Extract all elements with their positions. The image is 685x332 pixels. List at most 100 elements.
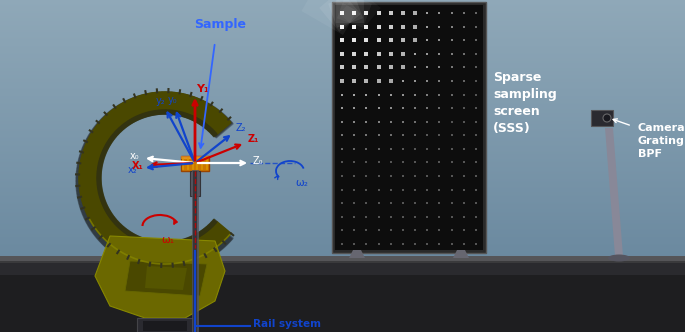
Polygon shape [147,94,152,116]
Polygon shape [213,219,217,222]
Polygon shape [169,242,170,246]
Polygon shape [203,107,216,126]
Polygon shape [82,196,100,202]
Bar [0,297,685,298]
Bar [0,259,685,260]
Polygon shape [201,236,215,256]
Polygon shape [114,220,117,223]
Polygon shape [177,94,183,115]
Polygon shape [116,234,127,250]
Bar [0,92,685,93]
Polygon shape [112,218,116,221]
Polygon shape [453,250,469,258]
Bar [0,116,685,117]
Polygon shape [112,108,126,127]
Polygon shape [179,112,181,116]
Polygon shape [160,242,161,246]
Polygon shape [123,237,132,253]
Polygon shape [145,113,147,117]
Polygon shape [94,128,110,140]
Bar [0,139,685,140]
Polygon shape [94,216,110,227]
Polygon shape [169,92,171,110]
Bar [0,216,685,217]
Polygon shape [79,175,97,176]
Polygon shape [114,233,126,248]
Polygon shape [92,219,111,233]
Bar [0,204,685,205]
Polygon shape [183,245,190,267]
Polygon shape [101,119,117,135]
Polygon shape [206,111,221,129]
Polygon shape [103,229,120,246]
Text: Z₀: Z₀ [253,156,263,166]
Polygon shape [134,241,142,259]
Bar [0,132,685,133]
Polygon shape [79,159,100,165]
Polygon shape [216,224,233,239]
Polygon shape [116,106,129,125]
Polygon shape [203,228,207,232]
Polygon shape [176,247,182,269]
Polygon shape [138,115,141,119]
Polygon shape [116,222,119,226]
Polygon shape [99,226,116,242]
Polygon shape [98,189,102,191]
Polygon shape [169,246,171,264]
Bar [0,1,685,2]
Polygon shape [101,200,105,203]
Bar [0,160,685,161]
Polygon shape [107,142,111,145]
Polygon shape [103,226,117,239]
Polygon shape [201,105,212,121]
Polygon shape [120,226,123,229]
Polygon shape [95,236,225,318]
Polygon shape [103,118,116,131]
Polygon shape [91,219,110,232]
Polygon shape [160,110,161,114]
Polygon shape [194,235,197,239]
Polygon shape [191,99,199,116]
Polygon shape [177,247,183,269]
Polygon shape [84,142,105,153]
Bar [0,267,685,268]
Polygon shape [209,114,224,131]
Bar [0,63,685,64]
Polygon shape [202,234,213,250]
Polygon shape [105,144,110,147]
Polygon shape [152,241,154,245]
Bar [0,43,685,44]
Polygon shape [116,129,120,133]
Polygon shape [97,125,112,137]
Bar [0,327,685,328]
Polygon shape [142,114,145,118]
Polygon shape [99,193,103,195]
Polygon shape [133,98,142,119]
Polygon shape [166,92,167,110]
Polygon shape [177,111,179,115]
Polygon shape [85,141,105,152]
Polygon shape [188,115,190,119]
Polygon shape [155,92,159,111]
Polygon shape [98,167,102,169]
Bar [0,65,685,66]
Polygon shape [138,96,145,114]
Polygon shape [79,156,101,163]
Polygon shape [130,99,138,116]
Polygon shape [197,119,199,123]
Polygon shape [212,228,228,245]
Polygon shape [80,188,98,191]
Polygon shape [150,240,152,245]
Bar [0,294,685,295]
Polygon shape [168,92,170,110]
Polygon shape [181,244,186,262]
Polygon shape [79,182,97,184]
Polygon shape [210,115,225,131]
Polygon shape [105,227,119,241]
Polygon shape [76,184,98,186]
Polygon shape [181,94,186,112]
Polygon shape [98,188,102,190]
Polygon shape [77,194,99,199]
Polygon shape [147,245,152,263]
Bar [0,208,685,209]
